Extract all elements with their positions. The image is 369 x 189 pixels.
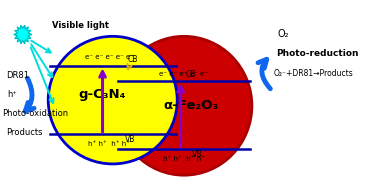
Text: Visible light: Visible light xyxy=(52,21,108,30)
Text: e⁻ e⁻ e⁻ e⁻ e⁻: e⁻ e⁻ e⁻ e⁻ e⁻ xyxy=(85,54,134,60)
Text: h⁺: h⁺ xyxy=(7,90,17,99)
Ellipse shape xyxy=(116,36,252,175)
Polygon shape xyxy=(14,25,31,44)
Ellipse shape xyxy=(48,36,177,164)
Text: CB: CB xyxy=(128,56,138,64)
Text: CB: CB xyxy=(186,70,196,80)
Text: Products: Products xyxy=(6,128,42,136)
Text: α-Fe₂O₃: α-Fe₂O₃ xyxy=(163,99,218,112)
Text: VB: VB xyxy=(192,150,203,159)
Text: Photo-reduction: Photo-reduction xyxy=(276,49,358,58)
Text: O₂⁻+DR81→Products: O₂⁻+DR81→Products xyxy=(274,69,354,78)
Text: e⁻ e⁻ e⁻ e⁻ e⁻: e⁻ e⁻ e⁻ e⁻ e⁻ xyxy=(159,71,208,77)
Text: g-C₃N₄: g-C₃N₄ xyxy=(79,88,126,101)
Text: DR81: DR81 xyxy=(6,71,29,80)
Text: VB: VB xyxy=(124,135,135,144)
Text: Photo-oxidation: Photo-oxidation xyxy=(2,109,69,118)
Text: h⁺ h⁺  h⁺ h⁺: h⁺ h⁺ h⁺ h⁺ xyxy=(163,156,205,162)
Text: O₂: O₂ xyxy=(277,29,289,40)
Text: h⁺ h⁺  h⁺ h⁺: h⁺ h⁺ h⁺ h⁺ xyxy=(88,141,130,147)
